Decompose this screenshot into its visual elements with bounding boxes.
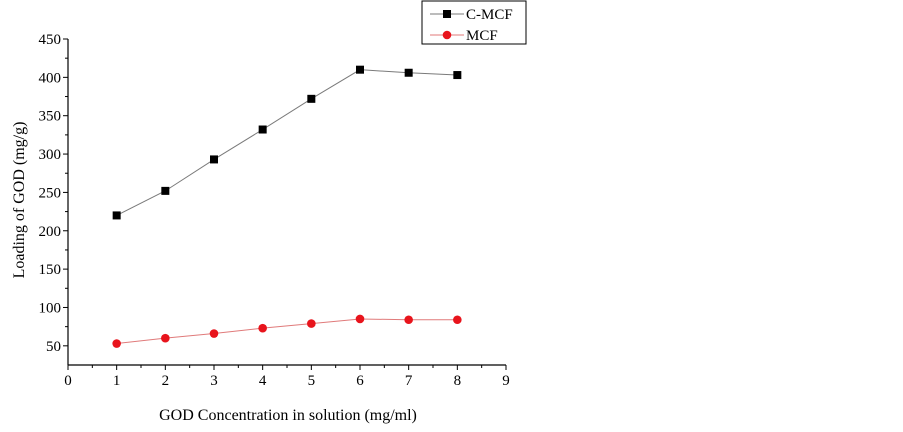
x-tick-label: 7 bbox=[405, 373, 413, 389]
x-tick-label: 0 bbox=[64, 373, 72, 389]
data-point-c-mcf bbox=[307, 94, 316, 103]
legend-marker-mcf bbox=[442, 30, 452, 40]
data-point-mcf bbox=[209, 329, 219, 338]
y-tick-label: 250 bbox=[39, 185, 62, 201]
x-tick-label: 4 bbox=[259, 373, 267, 389]
data-point-mcf bbox=[307, 319, 316, 328]
legend-marker-c-mcf bbox=[443, 10, 451, 18]
x-axis-title: GOD Concentration in solution (mg/ml) bbox=[159, 407, 417, 424]
data-point-mcf bbox=[404, 315, 413, 325]
x-tick-label: 8 bbox=[454, 373, 462, 389]
legend: C-MCF MCF bbox=[421, 0, 527, 45]
axes: 50 100 150 200 250 300 350 400 450 0 1 2 3 4 5 6 7 8 9 bbox=[39, 32, 510, 389]
x-tick-label: 5 bbox=[308, 373, 316, 389]
data-point-mcf bbox=[453, 315, 462, 325]
x-tick-label: 3 bbox=[210, 373, 218, 389]
legend-label-c-mcf: C-MCF bbox=[466, 7, 513, 23]
legend-label-mcf: MCF bbox=[466, 28, 498, 44]
y-tick-label: 100 bbox=[39, 300, 62, 316]
data-point-c-mcf bbox=[404, 68, 413, 77]
x-tick-label: 9 bbox=[502, 373, 510, 389]
data-point-c-mcf bbox=[161, 186, 170, 195]
data-point-c-mcf bbox=[258, 125, 267, 134]
y-tick-label: 350 bbox=[39, 109, 62, 125]
y-tick-label: 300 bbox=[39, 147, 62, 163]
data-point-c-mcf bbox=[356, 65, 364, 74]
y-axis-title: Loading of GOD (mg/g) bbox=[11, 122, 28, 279]
series-line-mcf bbox=[116, 318, 458, 345]
data-point-mcf bbox=[258, 323, 267, 333]
x-tick-label: 1 bbox=[113, 373, 121, 389]
y-tick-label: 200 bbox=[39, 224, 62, 240]
y-tick-label: 450 bbox=[39, 32, 62, 48]
data-point-c-mcf bbox=[453, 71, 462, 80]
y-tick-label: 150 bbox=[39, 262, 62, 278]
series-line-c-mcf bbox=[116, 69, 458, 216]
data-point-c-mcf bbox=[210, 155, 218, 164]
x-tick-label: 6 bbox=[356, 373, 364, 389]
data-point-mcf bbox=[112, 339, 121, 348]
data-point-mcf bbox=[161, 333, 170, 343]
y-tick-label: 50 bbox=[46, 339, 61, 355]
series-group bbox=[112, 65, 462, 348]
data-point-mcf bbox=[355, 314, 365, 324]
x-tick-label: 2 bbox=[162, 373, 170, 389]
legend-box bbox=[421, 0, 527, 45]
y-tick-label: 400 bbox=[39, 70, 62, 86]
data-point-c-mcf bbox=[112, 211, 121, 220]
